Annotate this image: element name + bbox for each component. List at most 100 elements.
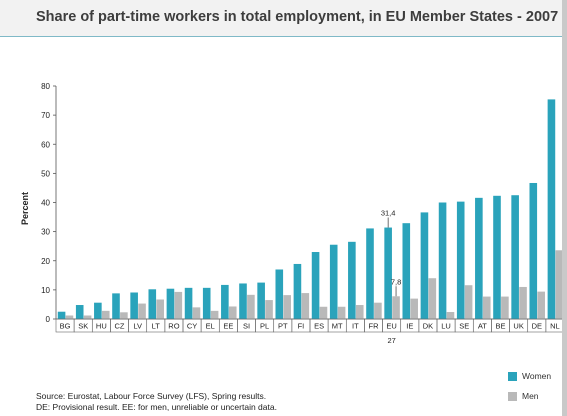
legend-swatch-men: [508, 392, 517, 401]
bar-women-EU: [384, 227, 392, 319]
bar-men-IE: [410, 298, 418, 319]
bar-women-PT: [275, 269, 284, 319]
x-tick-label: FI: [298, 322, 305, 331]
bar-women-UK: [511, 195, 519, 319]
bar-women-NL: [547, 99, 556, 320]
bar-women-BE: [493, 195, 501, 319]
y-tick-label: 70: [41, 111, 50, 120]
bar-women-LT: [148, 289, 157, 319]
x-tick-label: LT: [152, 322, 161, 331]
bar-women-EL: [202, 287, 211, 319]
bar-women-SE: [456, 201, 465, 319]
bar-men-FR: [374, 302, 382, 319]
bar-men-CY: [192, 307, 201, 319]
x-tick-label: UK: [513, 322, 523, 331]
x-tick-label: PL: [260, 322, 269, 331]
bar-men-MT: [337, 306, 346, 319]
bar-women-RO: [166, 288, 175, 319]
bar-men-HU: [101, 310, 110, 319]
bar-men-SE: [464, 285, 473, 319]
x-tick-sublabel: 27: [387, 336, 395, 345]
source-note: Source: Eurostat, Labour Force Survey (L…: [36, 391, 277, 412]
legend-label-men: Men: [522, 391, 539, 401]
bar-women-IE: [402, 223, 411, 319]
bar-men-LU: [446, 312, 455, 319]
x-tick-label: BE: [495, 322, 505, 331]
x-tick-label: SI: [243, 322, 250, 331]
data-label-EU-women: 31,4: [381, 209, 396, 218]
bar-women-SI: [239, 283, 247, 319]
bar-men-BE: [501, 296, 509, 319]
bar-men-SK: [83, 315, 92, 319]
bar-men-UK: [519, 286, 527, 319]
bar-women-DK: [420, 212, 429, 319]
bar-men-LV: [138, 303, 146, 319]
y-tick-label: 0: [46, 315, 51, 324]
bar-men-LT: [156, 299, 164, 319]
x-tick-label: IT: [352, 322, 359, 331]
bar-men-FI: [301, 293, 310, 319]
bar-men-RO: [174, 291, 183, 319]
y-axis-label: Percent: [20, 192, 30, 225]
bar-chart: Percent 0 10 20 30 40 50 60 70 80 BG SK HU CZ LV LT RO CY…: [20, 82, 562, 345]
x-tick-label: BG: [60, 322, 71, 331]
x-tick-label: MT: [332, 322, 343, 331]
x-tick-label: CZ: [115, 322, 125, 331]
x-tick-label: FR: [369, 322, 380, 331]
bar-men-BG: [65, 315, 74, 319]
bar-women-AT: [475, 197, 483, 319]
y-tick-label: 50: [41, 169, 50, 178]
x-tick-label: LV: [133, 322, 142, 331]
x-tick-label: SK: [78, 322, 88, 331]
bar-men-EE: [228, 306, 237, 319]
y-tick-label: 80: [41, 82, 50, 91]
bar-men-AT: [482, 296, 491, 319]
x-tick-label: RO: [168, 322, 179, 331]
y-tick-label: 30: [41, 228, 50, 237]
y-tick-label: 40: [41, 199, 50, 208]
bar-women-IT: [348, 241, 356, 319]
bar-women-LV: [130, 292, 138, 319]
bar-women-DE: [529, 182, 538, 319]
y-tick-label: 20: [41, 257, 50, 266]
bar-men-PL: [265, 300, 273, 319]
x-tick-label: DK: [423, 322, 433, 331]
title-bar: Share of part-time workers in total empl…: [0, 0, 562, 37]
bar-women-EE: [221, 284, 229, 319]
bar-men-PT: [283, 295, 291, 319]
bar-men-IT: [355, 305, 364, 319]
x-tick-label: CY: [187, 322, 197, 331]
bar-men-DE: [537, 291, 545, 319]
bar-men-ES: [319, 306, 328, 319]
legend-swatch-women: [508, 372, 517, 381]
bar-women-BG: [57, 311, 66, 319]
bar-women-SK: [75, 305, 84, 319]
legend-label-women: Women: [522, 371, 552, 381]
source-line-1: Source: Eurostat, Labour Force Survey (L…: [36, 391, 267, 401]
bar-men-NL: [555, 250, 562, 319]
bar-women-CY: [184, 287, 193, 319]
bar-women-HU: [94, 302, 102, 319]
x-tick-label: NL: [550, 322, 560, 331]
bar-men-SI: [247, 294, 255, 319]
x-tick-label: AT: [478, 322, 487, 331]
x-tick-label: EU: [386, 322, 396, 331]
y-tick-label: 10: [41, 286, 50, 295]
bar-men-CZ: [120, 312, 128, 319]
bar-women-FR: [366, 228, 374, 319]
bar-men-EL: [210, 310, 219, 319]
source-line-2: DE: Provisional result. EE: for men, unr…: [36, 401, 277, 412]
x-tick-label: EE: [223, 322, 233, 331]
x-tick-label: IE: [406, 322, 413, 331]
bar-women-CZ: [112, 293, 120, 319]
x-tick-label: PT: [278, 322, 288, 331]
x-tick-label: DE: [532, 322, 542, 331]
x-tick-label: LU: [441, 322, 451, 331]
data-label-EU-men: 7,8: [391, 277, 401, 286]
bar-women-MT: [329, 244, 338, 319]
x-tick-label: EL: [206, 322, 215, 331]
x-tick-label: HU: [96, 322, 107, 331]
bar-women-LU: [438, 202, 447, 319]
bar-women-FI: [293, 263, 302, 319]
